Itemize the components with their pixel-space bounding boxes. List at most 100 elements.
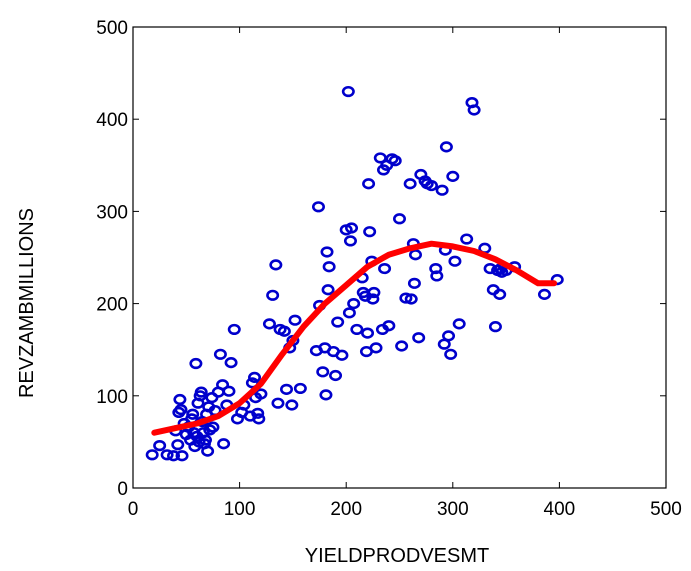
data-point [189,357,203,370]
data-point [452,318,466,330]
data-point [213,348,227,360]
data-point [251,407,265,419]
data-point [206,421,220,433]
data-point [186,408,200,420]
data-point [444,348,458,360]
data-point [320,246,334,258]
data-point [550,274,564,286]
data-point [341,85,355,98]
data-point [266,289,280,301]
data-point [392,213,406,225]
x-tick-label: 300 [437,499,469,520]
data-point [311,201,325,213]
data-point [345,222,359,234]
data-point [407,277,421,289]
scatter-points [145,85,564,462]
data-point [446,170,460,182]
data-point [248,371,262,383]
plot-frame [132,26,667,489]
y-axis-title: REVZAMBMILLIONS [16,208,38,398]
data-point [378,262,392,275]
axes [132,26,667,489]
data-point [319,389,333,401]
x-tick-label: 100 [224,499,256,520]
y-tick-label: 400 [96,110,128,131]
data-point [293,382,307,395]
data-point [252,413,266,425]
data-point [316,366,330,378]
y-tick-label: 300 [96,202,128,223]
data-point [361,327,375,339]
y-tick-label: 200 [96,295,128,316]
x-tick-label: 400 [544,499,576,520]
data-point [227,323,241,336]
y-tick-label: 500 [96,18,128,39]
data-point [404,293,418,305]
data-point [460,233,474,245]
data-point [201,445,215,457]
data-point [395,340,409,352]
data-point [442,330,456,342]
data-point [408,249,422,261]
data-point [222,385,236,397]
data-point [488,321,502,333]
data-point [388,155,402,167]
data-point [175,450,189,462]
data-point [254,388,268,400]
data-point [173,393,187,406]
data-point [153,439,167,452]
fit-curve [151,240,558,436]
data-point [373,152,387,164]
data-point [217,438,231,450]
data-point [262,318,276,330]
data-point [367,286,381,299]
data-point [271,397,285,409]
data-point [285,399,299,411]
data-point [363,226,377,238]
data-point [216,379,230,391]
data-point [424,179,438,192]
data-point [342,307,356,319]
data-point [205,392,219,404]
data-point [277,325,291,337]
data-point [467,104,481,116]
data-point [537,288,551,300]
x-axis-title: YIELDPRODVESMT [305,545,489,567]
x-tick-label: 500 [650,499,682,520]
x-tick-label: 200 [330,499,362,520]
data-point [322,261,336,273]
data-point [343,235,357,247]
data-point [493,288,507,300]
data-point [224,357,238,369]
data-point [331,316,345,328]
data-point [403,178,417,190]
fit-curve-layer [151,240,558,436]
y-tick-label: 100 [96,387,128,408]
data-point [288,314,302,326]
data-point [369,342,383,354]
data-point [174,404,188,416]
data-point [198,434,212,446]
data-point [167,450,181,462]
data-point [412,332,426,344]
data-point [366,293,380,305]
y-tick-label: 0 [117,479,128,500]
data-point [430,270,444,282]
tick-labels: 0 100 200 300 400 500 0 100 200 300 400 500 [96,18,682,520]
data-point [160,449,174,461]
data-point [321,284,335,296]
data-point [335,349,349,361]
data-point [194,386,208,398]
data-point [329,369,343,382]
data-point [350,323,364,336]
x-tick-label: 0 [128,499,139,520]
data-point [439,141,453,153]
data-point [269,259,283,271]
data-point [171,439,185,451]
data-point [145,449,159,461]
data-point [399,292,413,304]
data-point [448,255,462,267]
data-point [347,298,361,310]
data-point [362,178,376,190]
